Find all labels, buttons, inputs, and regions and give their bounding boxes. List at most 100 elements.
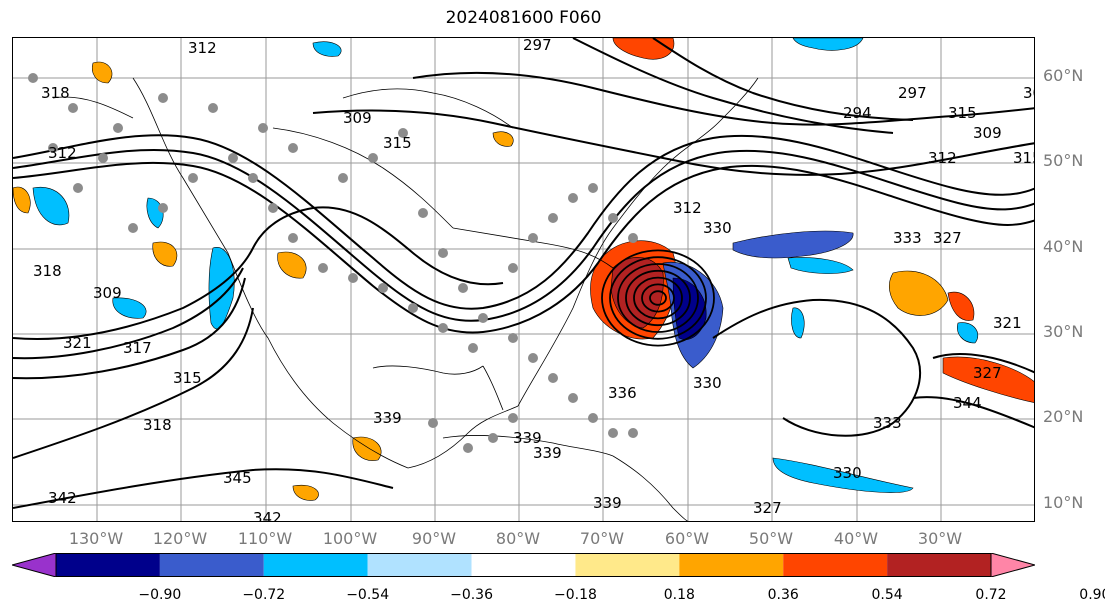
contour-label: 317 bbox=[123, 339, 152, 357]
station-dot bbox=[398, 128, 408, 138]
contour-label: 333 bbox=[873, 414, 902, 432]
station-dot bbox=[548, 213, 558, 223]
coastline-segment bbox=[407, 405, 519, 469]
longitude-label: 70°W bbox=[579, 529, 625, 548]
contour-label: 345 bbox=[223, 469, 252, 487]
contour-label: 327 bbox=[973, 364, 1002, 382]
contour-label: 312 bbox=[928, 149, 957, 167]
longitude-label: 100°W bbox=[322, 529, 378, 548]
coastline-segment bbox=[442, 435, 614, 457]
jet-streak-cool bbox=[732, 230, 854, 259]
station-dot bbox=[528, 353, 538, 363]
contour-label: 312 bbox=[188, 39, 217, 57]
contour-label: 309 bbox=[93, 284, 122, 302]
contour-label: 321 bbox=[63, 334, 92, 352]
cool-patch bbox=[112, 297, 147, 319]
station-dot bbox=[458, 283, 468, 293]
station-dot bbox=[608, 213, 618, 223]
station-dot bbox=[588, 413, 598, 423]
warm-patch bbox=[277, 251, 307, 279]
theta-contour bbox=[13, 206, 504, 340]
station-dot bbox=[378, 283, 388, 293]
cool-patch bbox=[792, 38, 864, 51]
longitude-label: 40°W bbox=[833, 529, 879, 548]
latitude-label: 50°N bbox=[1043, 151, 1084, 170]
contour-label: 339 bbox=[533, 444, 562, 462]
jet-streak-light bbox=[787, 257, 854, 274]
latitude-label: 40°N bbox=[1043, 237, 1084, 256]
cool-patch bbox=[32, 186, 70, 226]
contour-label: 297 bbox=[523, 38, 552, 54]
colorbar-tick-label: 0.90 bbox=[1079, 587, 1105, 603]
map-canvas: 312 318 312 309 315 318 309 321 317 315 318 297 294 2… bbox=[13, 38, 1035, 521]
storm-contour-ring bbox=[609, 256, 707, 340]
colorbar-tick-label: −0.90 bbox=[138, 587, 182, 603]
contour-label: 330 bbox=[693, 374, 722, 392]
station-dot bbox=[68, 103, 78, 113]
latitude-label: 20°N bbox=[1043, 407, 1084, 426]
station-dot bbox=[418, 208, 428, 218]
contour-label: 344 bbox=[953, 394, 982, 412]
coastline-segment bbox=[52, 96, 134, 119]
theta-contour bbox=[13, 277, 246, 380]
contour-label: 336 bbox=[608, 384, 637, 402]
station-dot bbox=[568, 193, 578, 203]
colorbar bbox=[12, 553, 1035, 577]
colorbar-bin bbox=[679, 553, 784, 577]
theta-contour bbox=[13, 267, 244, 360]
warm-patch bbox=[292, 484, 319, 501]
station-dot bbox=[158, 93, 168, 103]
station-dot bbox=[408, 303, 418, 313]
warm-patch bbox=[612, 38, 675, 60]
contour-label: 327 bbox=[933, 229, 962, 247]
station-dot bbox=[428, 418, 438, 428]
contour-label: 294 bbox=[843, 104, 872, 122]
station-dot bbox=[73, 183, 83, 193]
station-dot bbox=[438, 323, 448, 333]
warm-patch bbox=[492, 131, 514, 147]
colorbar-bin bbox=[887, 553, 991, 577]
contour-label: 315 bbox=[383, 134, 412, 152]
contour-label: 315 bbox=[173, 369, 202, 387]
station-dot bbox=[248, 173, 258, 183]
theta-contour bbox=[13, 148, 1034, 322]
station-dot bbox=[98, 153, 108, 163]
colorbar-bin bbox=[367, 553, 472, 577]
longitude-label: 110°W bbox=[237, 529, 293, 548]
contour-label: 339 bbox=[513, 429, 542, 447]
colorbar-tick-label: −0.36 bbox=[450, 587, 493, 603]
station-dot bbox=[128, 223, 138, 233]
station-dot bbox=[268, 203, 278, 213]
station-dot bbox=[348, 273, 358, 283]
colorbar-tick-label: −0.54 bbox=[346, 587, 390, 603]
colorbar-bin bbox=[263, 553, 368, 577]
theta-contour bbox=[572, 38, 894, 134]
warm-band bbox=[942, 356, 1034, 403]
theta-contour bbox=[412, 71, 1034, 126]
warm-patch bbox=[152, 241, 178, 267]
colorbar-tick-label: −0.72 bbox=[242, 587, 286, 603]
colorbar-bin bbox=[471, 553, 576, 577]
storm-contour-ring bbox=[625, 269, 691, 327]
station-dot bbox=[438, 248, 448, 258]
station-dot bbox=[48, 143, 58, 153]
contour-label: 300 bbox=[1023, 84, 1035, 102]
station-dot bbox=[188, 173, 198, 183]
colorbar-tick-label: 0.36 bbox=[767, 587, 799, 603]
colorbar-tick-label: 0.72 bbox=[975, 587, 1007, 603]
colorbar-frame bbox=[55, 553, 992, 577]
station-dot bbox=[588, 183, 598, 193]
colorbar-bin bbox=[783, 553, 888, 577]
coastline-segment bbox=[452, 227, 614, 269]
storm-contour-ring bbox=[649, 290, 667, 306]
station-dot bbox=[338, 173, 348, 183]
coastline-segment bbox=[517, 77, 759, 407]
cool-patch bbox=[957, 322, 979, 344]
station-dot bbox=[608, 428, 618, 438]
coastline-segment bbox=[272, 127, 454, 229]
theta-contour bbox=[13, 468, 394, 509]
station-dot bbox=[628, 233, 638, 243]
colorbar-bin bbox=[575, 553, 680, 577]
colorbar-extend-high bbox=[990, 553, 1035, 577]
station-dot bbox=[508, 333, 518, 343]
